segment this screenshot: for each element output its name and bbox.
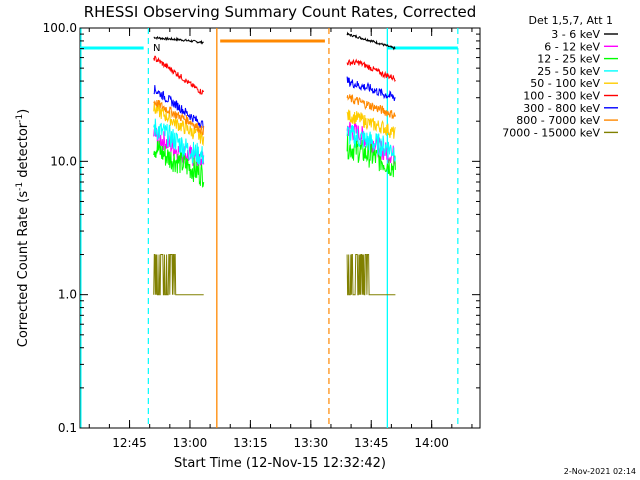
legend-title: Det 1,5,7, Att 1 [529,14,613,27]
x-tick-label-4: 13:45 [354,436,389,450]
y-tick-label-1: 1.0 [58,288,77,302]
legend-label-8: 7000 - 15000 keV [502,126,600,139]
legend-label-6: 300 - 800 keV [523,102,600,115]
y-axis-label-main: Corrected Count Rate (s [16,191,31,348]
series-line-5-seg-1 [346,58,396,83]
series-line-1-seg-0 [153,127,205,169]
series-line-3-seg-1 [346,124,396,162]
series-line-7-seg-0 [153,99,205,136]
series-layer [153,31,396,296]
footer-timestamp: 2-Nov-2021 02:14 [564,467,636,476]
series-line-5-seg-0 [153,55,205,96]
x-tick-label-3: 13:30 [294,436,329,450]
series-line-8-seg-1 [346,254,396,296]
x-tick-label-2: 13:15 [233,436,268,450]
legend-label-5: 100 - 300 keV [523,90,600,103]
series-line-8-seg-0 [153,254,204,296]
y-axis-label: Corrected Count Rate (s-1 detector-1) [15,109,31,347]
legend-label-1: 6 - 12 keV [544,40,600,53]
y-axis-label-mid: detector [16,122,31,182]
y-axis-label-end: ) [16,109,31,114]
series-line-2-seg-0 [153,140,205,188]
x-axis-label: Start Time (12-Nov-15 12:32:42) [174,456,386,471]
series-line-0-seg-0 [153,35,204,45]
y-axis-label-sup2: -1 [15,114,25,123]
series-line-4-seg-1 [346,109,396,139]
legend-label-0: 3 - 6 keV [551,28,600,41]
y-tick-label-3: 100.0 [43,21,77,35]
axis-layer: 12:45 13:00 13:15 13:30 13:45 14:00 0.1 1.0 10.0… [43,21,480,450]
x-tick-label-0: 12:45 [112,436,147,450]
y-tick-label-2: 10.0 [50,154,77,168]
y-tick-label-0: 0.1 [58,421,77,435]
legend-label-4: 50 - 100 keV [530,77,600,90]
series-line-6-seg-0 [153,85,205,129]
series-line-3-seg-0 [153,118,205,165]
series-line-7-seg-1 [346,94,396,120]
x-tick-label-1: 13:00 [173,436,208,450]
y-axis-label-sup1: -1 [15,182,25,191]
annotation-layer: N [80,28,459,428]
legend-label-2: 12 - 25 keV [537,53,600,66]
legend-label-3: 25 - 50 keV [537,65,600,78]
legend-label-7: 800 - 7000 keV [516,114,600,127]
series-line-6-seg-1 [346,76,396,102]
chart-title: RHESSI Observing Summary Count Rates, Co… [84,3,477,21]
plot-frame [79,27,481,429]
series-line-0-seg-1 [346,31,396,51]
flag-letter-n: N [153,43,160,54]
x-tick-label-5: 14:00 [414,436,449,450]
